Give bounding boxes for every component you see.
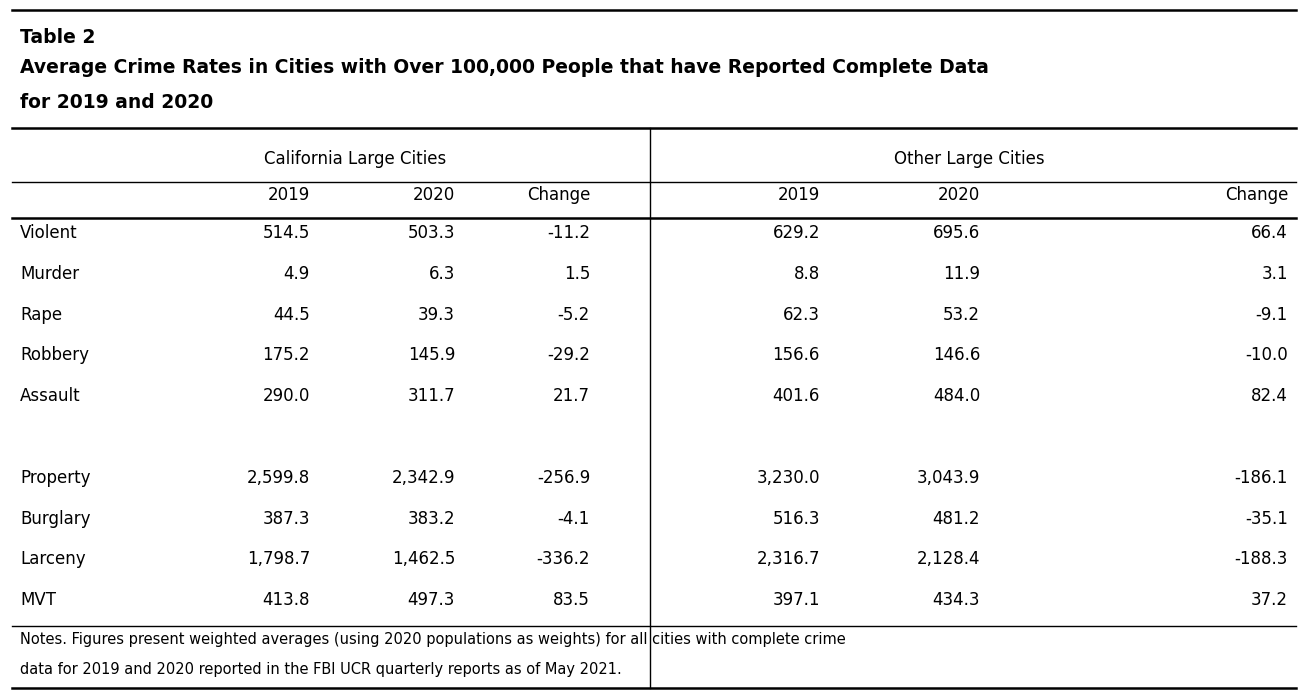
Text: 82.4: 82.4	[1252, 387, 1288, 406]
Text: 497.3: 497.3	[408, 591, 455, 609]
Text: 1,798.7: 1,798.7	[247, 551, 310, 568]
Text: -11.2: -11.2	[547, 224, 590, 242]
Text: 145.9: 145.9	[408, 346, 455, 364]
Text: 62.3: 62.3	[783, 306, 820, 324]
Text: Rape: Rape	[20, 306, 61, 324]
Text: 503.3: 503.3	[408, 224, 455, 242]
Text: 2,342.9: 2,342.9	[391, 469, 455, 487]
Text: Assault: Assault	[20, 387, 81, 406]
Text: Larceny: Larceny	[20, 551, 85, 568]
Text: 3,043.9: 3,043.9	[917, 469, 980, 487]
Text: 1,462.5: 1,462.5	[391, 551, 455, 568]
Text: 2020: 2020	[938, 186, 980, 204]
Text: 290.0: 290.0	[263, 387, 310, 406]
Text: 2,599.8: 2,599.8	[247, 469, 310, 487]
Text: Other Large Cities: Other Large Cities	[893, 150, 1044, 168]
Text: -4.1: -4.1	[557, 510, 590, 528]
Text: -5.2: -5.2	[557, 306, 590, 324]
Text: for 2019 and 2020: for 2019 and 2020	[20, 93, 213, 112]
Text: Table 2: Table 2	[20, 28, 95, 47]
Text: 3.1: 3.1	[1261, 265, 1288, 283]
Text: 311.7: 311.7	[407, 387, 455, 406]
Text: 53.2: 53.2	[943, 306, 980, 324]
Text: -35.1: -35.1	[1245, 510, 1288, 528]
Text: 3,230.0: 3,230.0	[756, 469, 820, 487]
Text: 156.6: 156.6	[773, 346, 820, 364]
Text: 516.3: 516.3	[773, 510, 820, 528]
Text: -29.2: -29.2	[547, 346, 590, 364]
Text: California Large Cities: California Large Cities	[264, 150, 446, 168]
Text: 514.5: 514.5	[263, 224, 310, 242]
Text: 484.0: 484.0	[933, 387, 980, 406]
Text: 481.2: 481.2	[933, 510, 980, 528]
Text: MVT: MVT	[20, 591, 56, 609]
Text: 2020: 2020	[413, 186, 455, 204]
Text: 4.9: 4.9	[284, 265, 310, 283]
Text: 401.6: 401.6	[773, 387, 820, 406]
Text: 2,128.4: 2,128.4	[917, 551, 980, 568]
Text: 37.2: 37.2	[1250, 591, 1288, 609]
Text: -10.0: -10.0	[1245, 346, 1288, 364]
Text: Change: Change	[1224, 186, 1288, 204]
Text: Notes. Figures present weighted averages (using 2020 populations as weights) for: Notes. Figures present weighted averages…	[20, 632, 846, 647]
Text: -188.3: -188.3	[1235, 551, 1288, 568]
Text: Change: Change	[527, 186, 590, 204]
Text: -256.9: -256.9	[536, 469, 590, 487]
Text: 387.3: 387.3	[263, 510, 310, 528]
Text: 21.7: 21.7	[553, 387, 590, 406]
Text: -9.1: -9.1	[1256, 306, 1288, 324]
Text: Violent: Violent	[20, 224, 77, 242]
Text: 83.5: 83.5	[553, 591, 590, 609]
Text: data for 2019 and 2020 reported in the FBI UCR quarterly reports as of May 2021.: data for 2019 and 2020 reported in the F…	[20, 662, 621, 677]
Text: 2019: 2019	[778, 186, 820, 204]
Text: 695.6: 695.6	[933, 224, 980, 242]
Text: 2,316.7: 2,316.7	[756, 551, 820, 568]
Text: 629.2: 629.2	[773, 224, 820, 242]
Text: 175.2: 175.2	[263, 346, 310, 364]
Text: 434.3: 434.3	[933, 591, 980, 609]
Text: 383.2: 383.2	[407, 510, 455, 528]
Text: 2019: 2019	[268, 186, 310, 204]
Text: 11.9: 11.9	[943, 265, 980, 283]
Text: 1.5: 1.5	[564, 265, 590, 283]
Text: 413.8: 413.8	[263, 591, 310, 609]
Text: 44.5: 44.5	[273, 306, 310, 324]
Text: Murder: Murder	[20, 265, 78, 283]
Text: 66.4: 66.4	[1252, 224, 1288, 242]
Text: Property: Property	[20, 469, 90, 487]
Text: -186.1: -186.1	[1235, 469, 1288, 487]
Text: 8.8: 8.8	[794, 265, 820, 283]
Text: 146.6: 146.6	[933, 346, 980, 364]
Text: 397.1: 397.1	[773, 591, 820, 609]
Text: -336.2: -336.2	[536, 551, 590, 568]
Text: Burglary: Burglary	[20, 510, 90, 528]
Text: 6.3: 6.3	[429, 265, 455, 283]
Text: 39.3: 39.3	[419, 306, 455, 324]
Text: Robbery: Robbery	[20, 346, 89, 364]
Text: Average Crime Rates in Cities with Over 100,000 People that have Reported Comple: Average Crime Rates in Cities with Over …	[20, 58, 989, 77]
